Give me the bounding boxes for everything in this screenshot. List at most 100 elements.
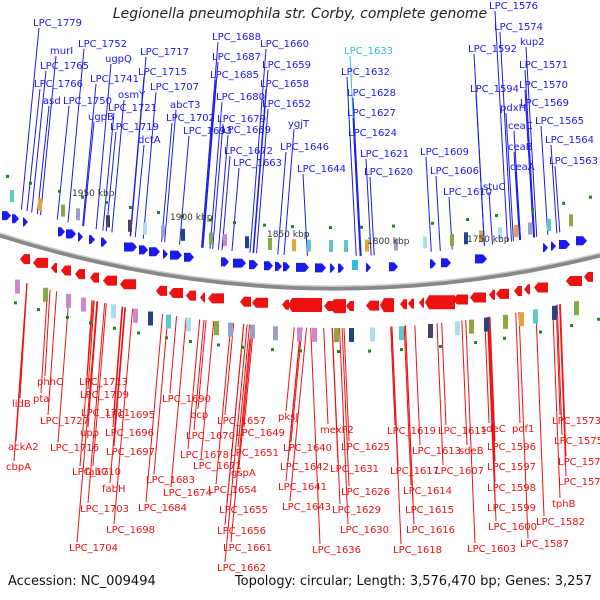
bottom-gene-label: LPC_1642 bbox=[280, 462, 329, 473]
bottom-gene-label: LPC_1710 bbox=[72, 467, 121, 478]
feature-box bbox=[469, 319, 474, 334]
tick-mark bbox=[241, 345, 244, 349]
reverse-gene-arrow bbox=[208, 293, 224, 304]
bottom-gene-line bbox=[87, 302, 106, 504]
bottom-gene-line bbox=[339, 328, 349, 525]
bottom-gene-line bbox=[310, 327, 321, 545]
feature-box bbox=[349, 327, 354, 342]
reverse-gene-arrow bbox=[20, 254, 30, 265]
bottom-gene-label: tphB bbox=[552, 499, 576, 510]
reverse-gene-arrow bbox=[514, 286, 522, 297]
feature-box bbox=[307, 239, 311, 252]
reverse-gene-arrow bbox=[252, 297, 268, 308]
tick-mark bbox=[392, 224, 395, 228]
forward-gene-arrow bbox=[330, 263, 335, 273]
top-gene-line bbox=[231, 167, 240, 252]
feature-box bbox=[15, 279, 20, 294]
feature-box bbox=[574, 301, 579, 316]
tick-mark bbox=[439, 345, 442, 349]
tick-mark bbox=[329, 226, 332, 230]
bottom-gene-label: LPC_1713 bbox=[79, 377, 128, 388]
bottom-gene-line bbox=[555, 305, 561, 416]
bottom-gene-line bbox=[535, 309, 545, 517]
bottom-gene-label: LPC_1611 bbox=[438, 426, 487, 437]
top-gene-label: LPC_1688 bbox=[212, 32, 261, 43]
bottom-gene-line bbox=[200, 321, 215, 461]
forward-gene-arrow bbox=[283, 262, 290, 272]
feature-box bbox=[428, 324, 433, 339]
top-gene-label: LPC_1569 bbox=[520, 98, 569, 109]
forward-gene-arrow bbox=[78, 232, 83, 242]
tick-mark bbox=[189, 339, 192, 343]
tick-mark bbox=[400, 348, 403, 352]
forward-gene-arrow bbox=[66, 229, 76, 239]
bottom-gene-line bbox=[285, 327, 302, 482]
bottom-gene-label: LPC_1603 bbox=[467, 544, 516, 555]
tick-mark bbox=[58, 189, 61, 193]
bottom-gene-label: LPC_1661 bbox=[223, 543, 272, 554]
feature-box bbox=[268, 237, 272, 250]
forward-gene-arrow bbox=[12, 214, 19, 224]
bottom-gene-lines bbox=[13, 283, 567, 563]
top-gene-label: LPC_1779 bbox=[33, 18, 82, 29]
bottom-gene-label: LPC_1651 bbox=[230, 448, 279, 459]
bottom-gene-label: pksJ bbox=[278, 412, 298, 423]
top-gene-line bbox=[36, 105, 50, 215]
top-gene-label: ugpB bbox=[88, 112, 114, 123]
top-gene-label: LPC_1687 bbox=[212, 52, 261, 63]
reverse-gene-arrow bbox=[169, 288, 183, 299]
feature-box bbox=[552, 305, 557, 320]
accession-text: Accession: NC_009494 bbox=[8, 574, 156, 589]
tick-mark bbox=[113, 326, 116, 330]
bottom-gene-line bbox=[76, 301, 98, 543]
top-gene-line bbox=[95, 63, 112, 230]
feature-box bbox=[292, 239, 296, 252]
bottom-gene-line bbox=[40, 288, 49, 394]
tick-mark bbox=[105, 201, 108, 205]
bottom-gene-label: LPC_1716 bbox=[50, 443, 99, 454]
feature-box bbox=[273, 326, 278, 341]
top-gene-label: LPC_1633 bbox=[344, 46, 393, 57]
reverse-gene-arrow bbox=[156, 285, 167, 296]
top-gene-label: LPC_1606 bbox=[430, 166, 479, 177]
bottom-gene-label: LPC_1618 bbox=[393, 545, 442, 556]
top-gene-label: LPC_1564 bbox=[545, 135, 594, 146]
top-gene-label: LPC_1741 bbox=[90, 74, 139, 85]
top-gene-line bbox=[256, 108, 269, 254]
top-gene-lines bbox=[20, 10, 561, 256]
feature-box bbox=[10, 190, 14, 203]
forward-gene-arrow bbox=[89, 234, 95, 244]
feature-box bbox=[61, 204, 65, 217]
forward-gene-arrow bbox=[101, 237, 107, 247]
bottom-gene-label: LPC_1582 bbox=[536, 517, 585, 528]
top-gene-line bbox=[369, 176, 375, 256]
reverse-gene-arrow bbox=[534, 282, 548, 293]
bottom-gene-label: LPC_1615 bbox=[405, 505, 454, 516]
bottom-gene-line bbox=[13, 283, 28, 462]
top-gene-line bbox=[513, 151, 520, 241]
feature-box bbox=[133, 308, 138, 323]
top-gene-label: LPC_1679 bbox=[217, 114, 266, 125]
tick-mark bbox=[66, 315, 69, 319]
tick-mark bbox=[360, 225, 363, 229]
feature-box bbox=[455, 321, 460, 336]
top-gene-label: murI bbox=[50, 46, 73, 57]
feature-tracks bbox=[2, 174, 600, 354]
feature-box bbox=[533, 309, 538, 324]
top-gene-line bbox=[425, 156, 432, 252]
top-gene-line bbox=[31, 70, 47, 213]
top-gene-line bbox=[515, 171, 521, 240]
top-gene-line bbox=[499, 31, 512, 242]
feature-box bbox=[81, 297, 86, 312]
bottom-gene-line bbox=[87, 300, 95, 390]
tick-mark bbox=[503, 336, 506, 340]
top-gene-label: LPC_1632 bbox=[341, 67, 390, 78]
reverse-gene-arrow bbox=[240, 296, 251, 307]
tick-mark bbox=[474, 341, 477, 345]
bottom-gene-label: LPC_1640 bbox=[283, 443, 332, 454]
bottom-gene-label: LPC_1600 bbox=[488, 522, 537, 533]
tick-mark bbox=[597, 317, 600, 321]
bottom-gene-line bbox=[390, 326, 396, 426]
top-gene-line bbox=[202, 61, 219, 248]
